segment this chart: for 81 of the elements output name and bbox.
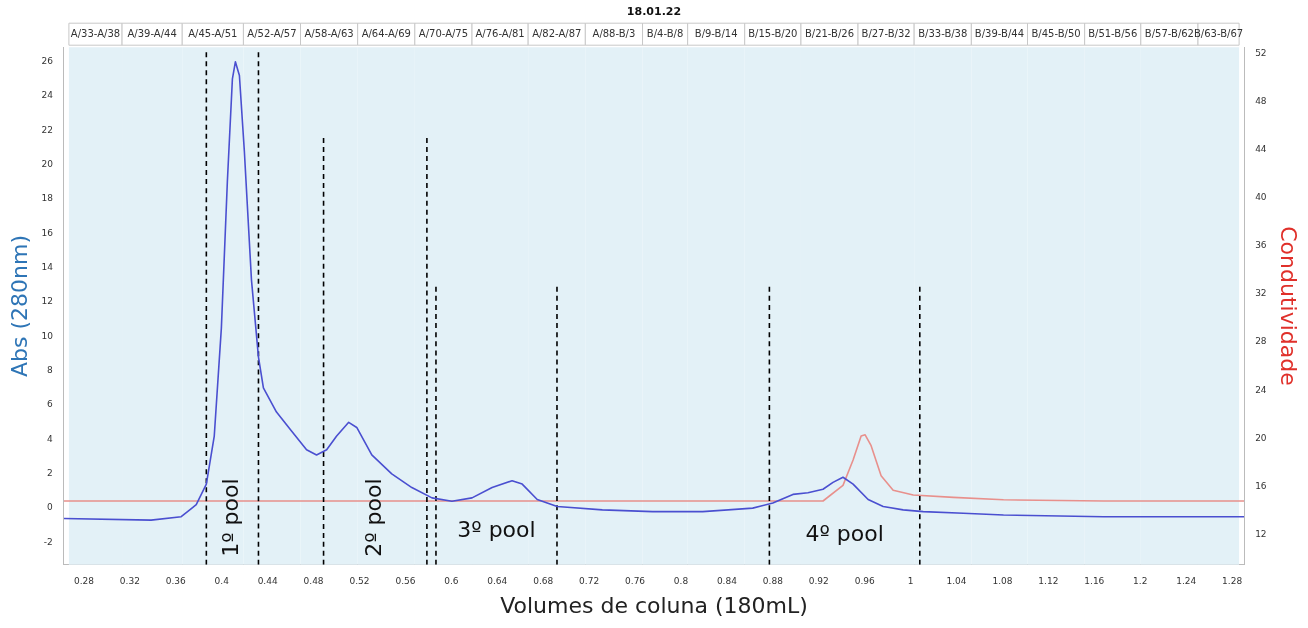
y2-axis-title: Condutividade — [1276, 226, 1302, 386]
x-tick-label: 1.08 — [992, 575, 1013, 586]
band-label: B/33-B/38 — [918, 27, 968, 39]
x-tick-label: 0.32 — [119, 575, 140, 586]
band-label: A/88-B/3 — [592, 27, 636, 39]
y2-tick-label: 24 — [1255, 384, 1267, 395]
x-tick-label: 0.68 — [533, 575, 554, 586]
y-tick-label: 16 — [41, 227, 54, 238]
band-label: B/9-B/14 — [694, 27, 738, 39]
x-tick-label: 0.92 — [808, 575, 829, 586]
band-label: A/82-A/87 — [532, 27, 582, 39]
y-tick-label: 26 — [41, 56, 54, 67]
band-label: B/57-B/62 — [1144, 27, 1194, 39]
y-tick-label: 24 — [41, 90, 54, 101]
x-tick-label: 0.84 — [716, 575, 738, 586]
y-tick-label: 22 — [41, 124, 53, 135]
band-label: A/45-A/51 — [188, 27, 238, 39]
band-label: B/63-B/67 — [1193, 27, 1244, 39]
chart-title: 18.01.22 — [626, 5, 682, 19]
x-tick-label: 0.56 — [395, 575, 416, 586]
y-tick-label: 4 — [47, 433, 54, 444]
x-tick-label: 1 — [907, 575, 914, 586]
x-tick-label: 1.16 — [1084, 575, 1105, 586]
x-tick-label: 1.2 — [1133, 575, 1148, 586]
band-label: A/58-A/63 — [304, 27, 354, 39]
y-tick-label: 14 — [41, 262, 54, 273]
band-label: B/39-B/44 — [974, 27, 1025, 39]
y2-tick-label: 40 — [1255, 192, 1267, 203]
y-tick-label: -2 — [43, 536, 53, 547]
band-label: A/76-A/81 — [475, 27, 525, 39]
y2-tick-label: 48 — [1255, 95, 1267, 106]
band-label: A/39-A/44 — [127, 27, 177, 39]
y2-tick-label: 20 — [1255, 432, 1267, 443]
x-tick-label: 0.4 — [214, 575, 230, 586]
x-tick-label: 1.28 — [1222, 575, 1243, 586]
y-tick-label: 18 — [41, 193, 54, 204]
band-label: A/33-A/38 — [70, 27, 121, 39]
band-label: B/51-B/56 — [1088, 27, 1138, 39]
x-tick-label: 1.12 — [1038, 575, 1059, 586]
x-tick-label: 0.76 — [625, 575, 646, 586]
x-tick-label: 0.88 — [762, 575, 784, 586]
band-label: B/45-B/50 — [1031, 27, 1081, 39]
x-tick-label: 1.24 — [1176, 575, 1197, 586]
y2-tick-label: 36 — [1255, 240, 1267, 251]
band-label: A/64-A/69 — [361, 27, 411, 39]
y-tick-label: 20 — [41, 159, 54, 170]
band-label: A/52-A/57 — [247, 27, 297, 39]
y2-tick-label: 52 — [1255, 47, 1267, 58]
y2-tick-label: 28 — [1255, 336, 1267, 347]
x-tick-label: 0.96 — [854, 575, 875, 586]
y-tick-label: 8 — [47, 365, 54, 376]
y2-tick-label: 16 — [1255, 480, 1267, 491]
x-axis-title: Volumes de coluna (180mL) — [500, 592, 808, 618]
y2-tick-label: 44 — [1255, 143, 1267, 154]
annotation: 1º pool — [218, 478, 244, 557]
y-axis-title: Abs (280nm) — [6, 234, 32, 378]
annotation: 4º pool — [805, 520, 884, 546]
band-label: B/4-B/8 — [646, 27, 684, 39]
annotation: 3º pool — [457, 516, 536, 542]
x-tick-label: 0.64 — [487, 575, 508, 586]
y2-tick-label: 12 — [1255, 529, 1267, 540]
band-label: B/21-B/26 — [804, 27, 855, 39]
x-tick-label: 0.52 — [349, 575, 370, 586]
band-label: A/70-A/75 — [418, 27, 469, 39]
annotation: 2º pool — [360, 478, 386, 557]
x-tick-label: 0.6 — [444, 575, 459, 586]
x-tick-label: 0.28 — [73, 575, 95, 586]
y-tick-label: 12 — [41, 296, 53, 307]
band-label: B/27-B/32 — [861, 27, 911, 39]
x-tick-label: 0.36 — [165, 575, 187, 586]
y2-tick-label: 32 — [1255, 288, 1267, 299]
x-tick-label: 0.44 — [257, 575, 278, 586]
y-tick-label: 6 — [47, 399, 54, 410]
x-tick-label: 0.72 — [579, 575, 600, 586]
x-tick-label: 1.04 — [946, 575, 967, 586]
x-tick-label: 0.48 — [303, 575, 324, 586]
y-tick-label: 2 — [47, 468, 53, 479]
y-tick-label: 0 — [47, 502, 54, 513]
x-tick-label: 0.8 — [673, 575, 689, 586]
y-tick-label: 10 — [41, 330, 54, 341]
band-label: B/15-B/20 — [748, 27, 798, 39]
